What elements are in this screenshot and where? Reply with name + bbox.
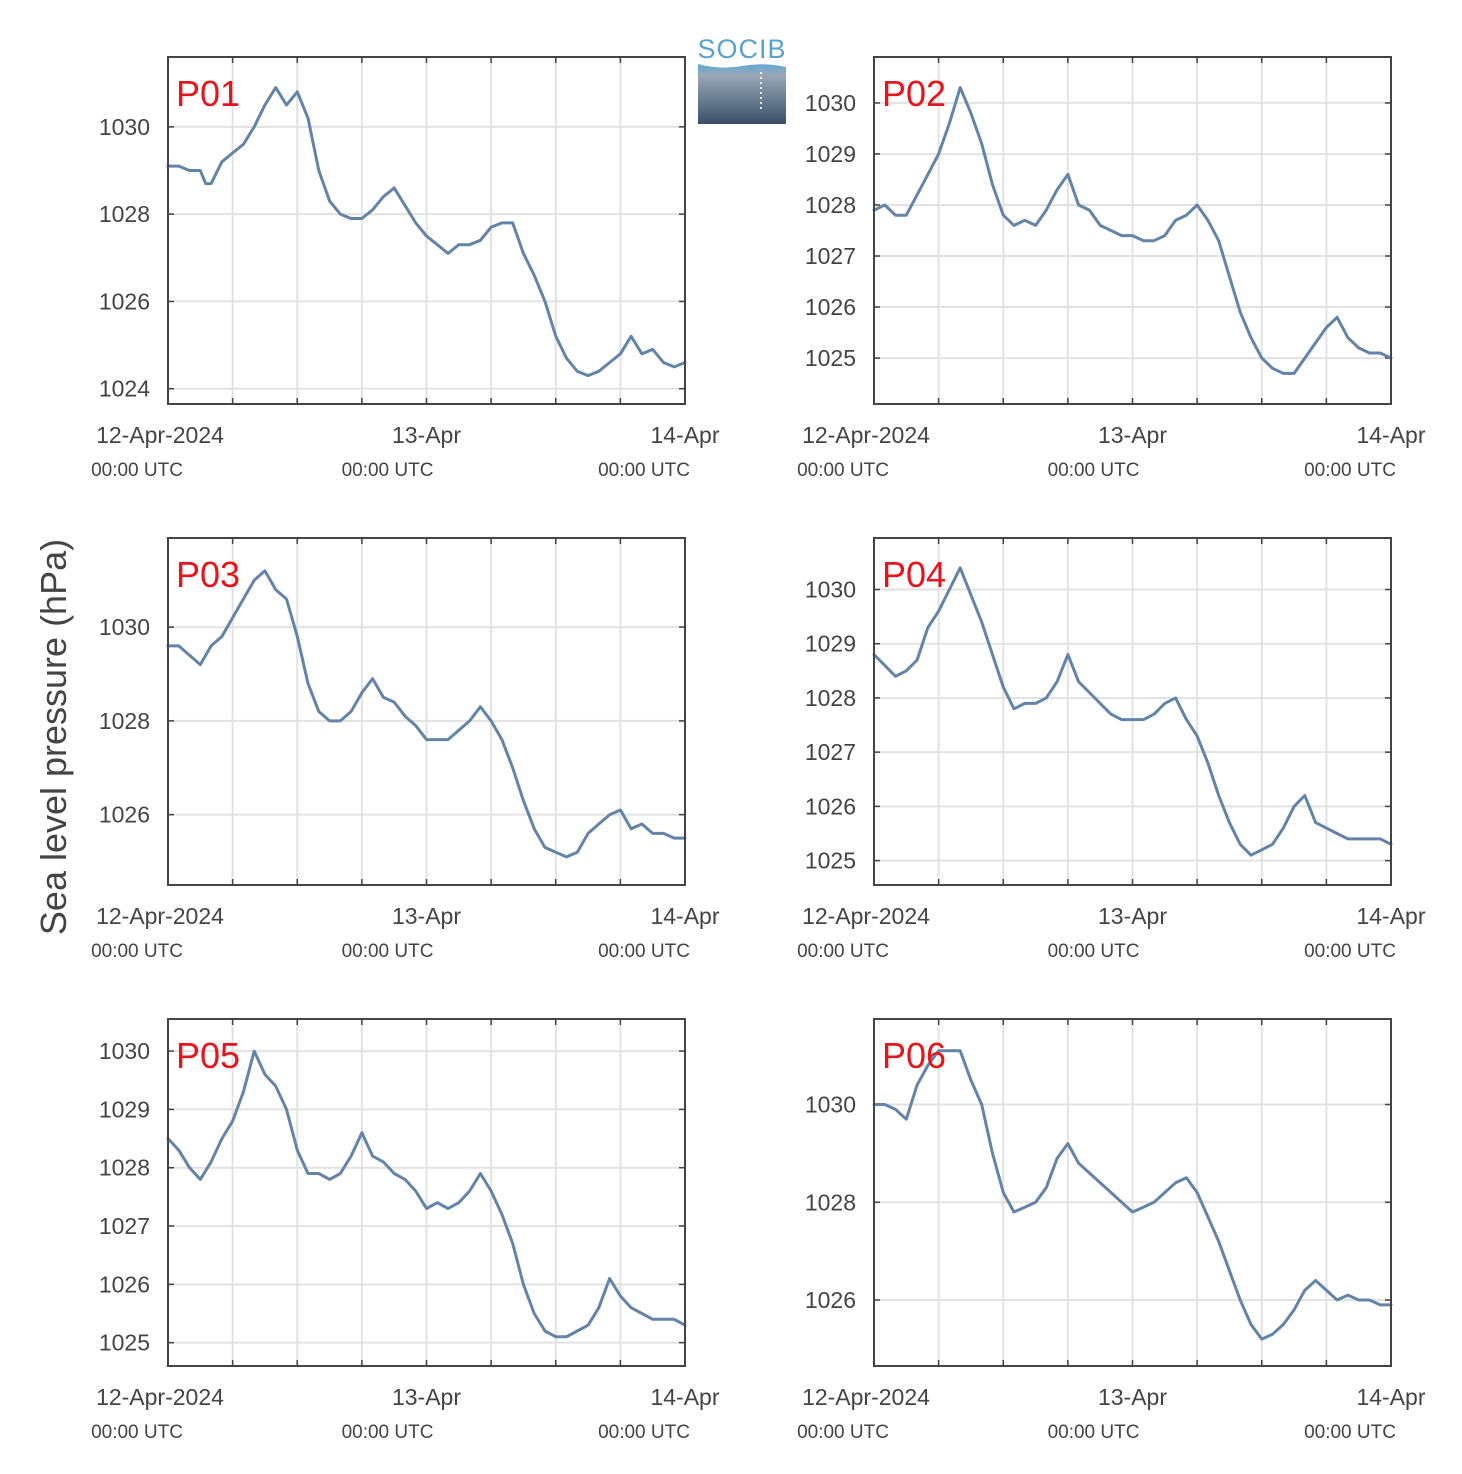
socib-logo: SOCIB [697,34,786,124]
x-tick-sublabel: 00:00 UTC [598,1422,690,1443]
y-tick-label: 1027 [805,243,856,269]
panel-p02: 1025 1026 1027 1028 1029 1030 P02 12-Apr-2024 00… [797,56,1426,481]
panel-label: P04 [882,554,946,595]
series-line [166,1049,687,1339]
x-tick-sublabel: 00:00 UTC [91,460,183,481]
x-tick-sublabel: 00:00 UTC [1304,460,1396,481]
x-tick-sublabel: 00:00 UTC [797,460,889,481]
y-tick-label: 1029 [99,1096,150,1122]
plot-frame [167,537,686,886]
y-axis-label: Sea level pressure (hPa) [33,539,74,935]
x-tick-label: 13-Apr [392,903,461,929]
x-tick-sublabel: 00:00 UTC [797,1422,889,1443]
logo-text: SOCIB [697,34,786,64]
x-tick-label: 13-Apr [392,422,461,448]
y-tick-label: 1030 [99,114,150,140]
y-tick-label: 1029 [805,141,856,167]
series-line [872,86,1393,375]
x-tick-label: 14-Apr [1356,903,1425,929]
x-tick-label: 13-Apr [1098,1384,1167,1410]
x-tick-sublabel: 00:00 UTC [342,941,434,962]
x-tick-sublabel: 00:00 UTC [1048,941,1140,962]
y-tick-label: 1025 [805,345,856,371]
panel-label: P06 [882,1035,946,1076]
x-tick-sublabel: 00:00 UTC [1304,1422,1396,1443]
x-tick-label: 14-Apr [650,1384,719,1410]
panel-p03: 1026 1028 1030 P03 12-Apr-2024 00:00 UTC 13-Ap… [91,537,720,962]
x-tick-sublabel: 00:00 UTC [342,460,434,481]
y-tick-label: 1030 [805,1092,856,1118]
x-tick-label: 13-Apr [1098,903,1167,929]
y-tick-label: 1025 [99,1330,150,1356]
x-tick-sublabel: 00:00 UTC [1048,460,1140,481]
y-tick-label: 1025 [805,848,856,874]
x-tick-label: 13-Apr [1098,422,1167,448]
panel-label: P03 [176,554,240,595]
x-tick-label: 13-Apr [392,1384,461,1410]
y-tick-label: 1028 [99,1155,150,1181]
panel-p01: 1024 1026 1028 1030 P01 12-Apr-2024 00:00 UTC 1… [91,56,720,481]
y-tick-label: 1030 [805,90,856,116]
y-tick-label: 1026 [805,1287,856,1313]
x-tick-label: 14-Apr [650,422,719,448]
y-tick-label: 1030 [99,614,150,640]
y-tick-label: 1026 [99,1271,150,1297]
y-tick-label: 1028 [99,201,150,227]
y-tick-label: 1027 [99,1213,150,1239]
x-tick-sublabel: 00:00 UTC [91,941,183,962]
y-tick-label: 1026 [805,294,856,320]
x-tick-sublabel: 00:00 UTC [1048,1422,1140,1443]
x-tick-label: 14-Apr [1356,422,1425,448]
x-tick-label: 12-Apr-2024 [96,422,224,448]
x-tick-sublabel: 00:00 UTC [91,1422,183,1443]
y-tick-label: 1026 [805,793,856,819]
y-tick-label: 1030 [805,577,856,603]
x-tick-sublabel: 00:00 UTC [797,941,889,962]
y-tick-label: 1028 [805,192,856,218]
panel-p06: 1026 1028 1030 P06 12-Apr-2024 00:00 UTC 13-Ap… [797,1018,1426,1443]
y-tick-label: 1024 [99,376,150,402]
y-tick-label: 1030 [99,1038,150,1064]
x-tick-label: 12-Apr-2024 [96,903,224,929]
panel-p05: 1025 1026 1027 1028 1029 1030 P05 12-Apr-2024 00… [91,1018,720,1443]
panel-label: P02 [882,73,946,114]
series-line [872,566,1393,857]
logo-wave [698,64,786,124]
y-tick-label: 1026 [99,288,150,314]
plot-frame [873,537,1392,886]
plot-frame [167,56,686,405]
x-tick-label: 12-Apr-2024 [96,1384,224,1410]
x-tick-sublabel: 00:00 UTC [598,460,690,481]
x-tick-label: 12-Apr-2024 [802,422,930,448]
plot-frame [167,1018,686,1367]
x-tick-sublabel: 00:00 UTC [598,941,690,962]
y-tick-label: 1027 [805,739,856,765]
series-line [166,86,687,378]
series-line [872,1049,1393,1341]
plot-frame [873,1018,1392,1367]
y-tick-label: 1029 [805,631,856,657]
panel-label: P01 [176,73,240,114]
x-tick-label: 14-Apr [650,903,719,929]
x-tick-sublabel: 00:00 UTC [342,1422,434,1443]
series-line [166,569,687,859]
y-tick-label: 1026 [99,802,150,828]
panel-label: P05 [176,1035,240,1076]
x-tick-sublabel: 00:00 UTC [1304,941,1396,962]
x-tick-label: 12-Apr-2024 [802,1384,930,1410]
y-tick-label: 1028 [99,708,150,734]
x-tick-label: 14-Apr [1356,1384,1425,1410]
x-tick-label: 12-Apr-2024 [802,903,930,929]
y-tick-label: 1028 [805,1189,856,1215]
panel-p04: 1025 1026 1027 1028 1029 1030 P04 12-Apr-2024 00… [797,537,1426,962]
plot-frame [873,56,1392,405]
y-tick-label: 1028 [805,685,856,711]
